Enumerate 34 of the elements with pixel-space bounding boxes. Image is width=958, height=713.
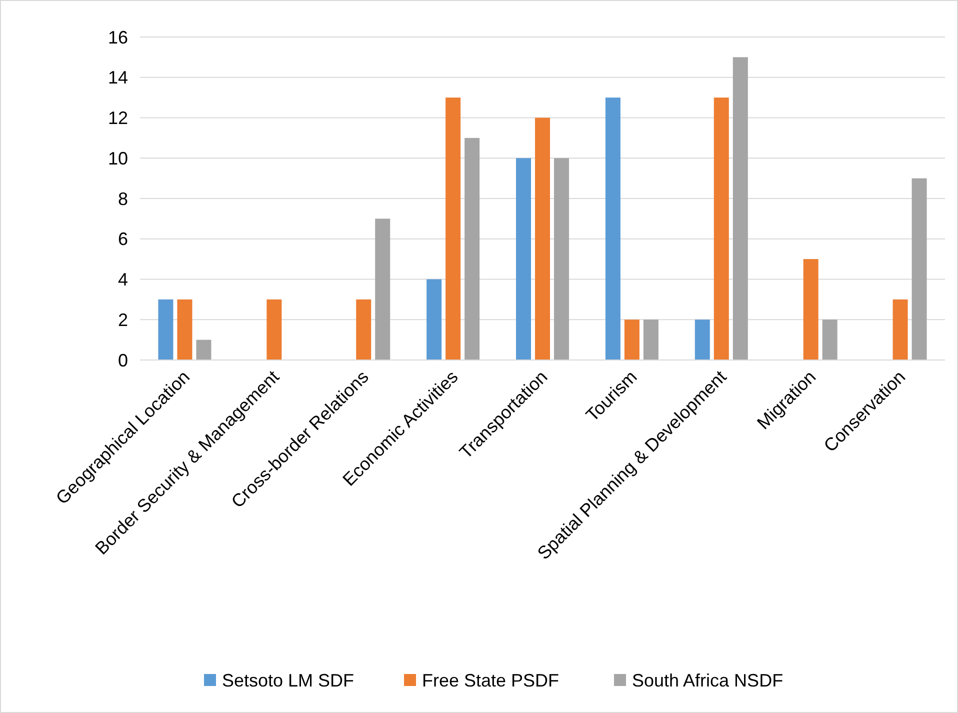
y-tick-label: 6: [118, 229, 128, 250]
y-tick-label: 10: [108, 148, 128, 168]
y-tick-label: 14: [108, 68, 128, 88]
bar: [266, 299, 282, 360]
bar: [643, 320, 658, 360]
bar: [732, 57, 748, 360]
bar: [516, 158, 531, 360]
bar: [892, 299, 908, 360]
bar: [554, 158, 569, 360]
legend-label: South Africa NSDF: [632, 670, 784, 690]
bar: [426, 279, 442, 360]
bar: [803, 259, 818, 360]
bar: [535, 118, 550, 360]
bar: [694, 320, 710, 360]
y-tick-label: 8: [118, 188, 128, 209]
y-tick-label: 0: [118, 350, 128, 370]
y-tick-label: 12: [108, 108, 128, 128]
bar: [356, 299, 372, 360]
bar: [177, 299, 192, 360]
bar: [196, 340, 212, 360]
bar: [464, 138, 480, 360]
y-tick-label: 4: [118, 270, 128, 290]
y-tick-label: 2: [118, 310, 128, 330]
bar: [822, 320, 838, 360]
y-tick-label: 16: [108, 27, 128, 48]
bar: [158, 299, 174, 360]
bar: [375, 218, 390, 360]
bar: [446, 98, 461, 360]
bar: [714, 98, 729, 360]
legend-label: Free State PSDF: [422, 670, 560, 690]
bar: [624, 320, 640, 360]
bar: [605, 98, 620, 360]
legend-label: Setsoto LM SDF: [222, 670, 354, 690]
bar: [912, 178, 927, 360]
